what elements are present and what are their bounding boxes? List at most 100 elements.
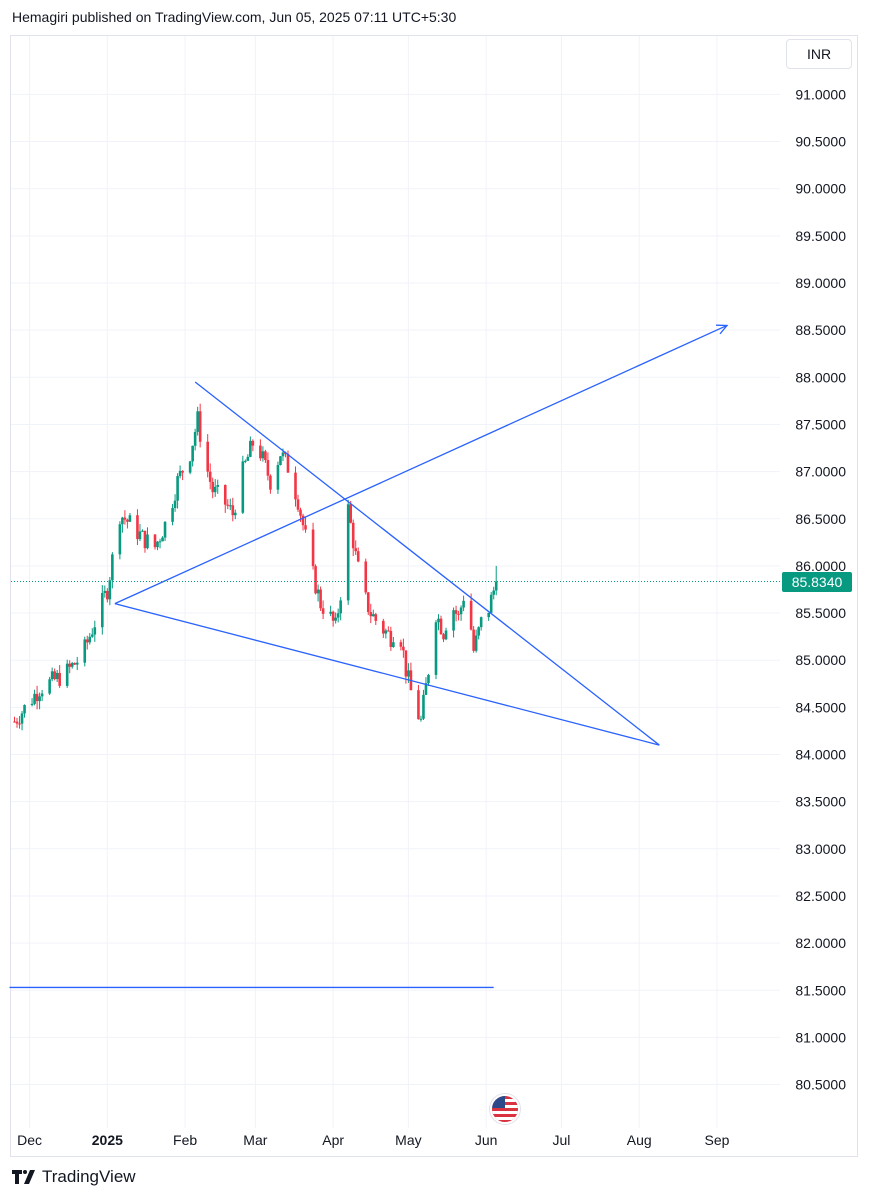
candle-body bbox=[178, 470, 182, 477]
y-tick-label: 80.5000 bbox=[795, 1077, 846, 1093]
candle-body bbox=[407, 670, 410, 677]
candle-body bbox=[176, 476, 179, 501]
candle-body bbox=[279, 456, 282, 465]
candle-body bbox=[208, 471, 212, 482]
candle-body bbox=[281, 452, 285, 457]
candle-body bbox=[244, 460, 247, 462]
chart-frame bbox=[10, 35, 858, 1157]
candle-body bbox=[35, 693, 39, 702]
candle-body bbox=[146, 534, 149, 549]
candle-body bbox=[354, 548, 358, 552]
candle-body bbox=[18, 723, 21, 725]
y-tick-label: 81.5000 bbox=[795, 982, 846, 998]
candle-body bbox=[211, 481, 215, 493]
candle-body bbox=[331, 611, 335, 621]
candle-body bbox=[462, 600, 465, 608]
candle-body bbox=[494, 581, 498, 591]
candle-body bbox=[143, 530, 147, 549]
candle-body bbox=[153, 534, 157, 548]
candle-body bbox=[228, 505, 232, 507]
candle-body bbox=[111, 554, 114, 581]
candle-body bbox=[321, 608, 325, 614]
candle-body bbox=[246, 456, 250, 461]
candle-body bbox=[216, 485, 220, 487]
candle-body bbox=[53, 671, 56, 680]
candle-body bbox=[384, 630, 388, 634]
candle-body bbox=[389, 630, 393, 647]
candle-body bbox=[106, 590, 109, 600]
candle-body bbox=[492, 590, 496, 595]
tradingview-logo-icon bbox=[12, 1170, 35, 1184]
candle-body bbox=[442, 634, 445, 640]
candle-body bbox=[101, 592, 104, 628]
candle-body bbox=[126, 519, 129, 522]
x-tick-label: Mar bbox=[243, 1132, 267, 1148]
candle-body bbox=[249, 440, 252, 457]
y-tick-label: 82.0000 bbox=[795, 935, 846, 951]
candle-body bbox=[294, 472, 297, 500]
candle-body bbox=[161, 537, 164, 542]
trendline bbox=[114, 602, 660, 746]
candle-body bbox=[75, 662, 79, 665]
candle-body bbox=[346, 504, 350, 601]
y-tick-label: 91.0000 bbox=[795, 86, 846, 102]
candle-body bbox=[334, 617, 337, 621]
candle-body bbox=[196, 411, 199, 432]
candles-group bbox=[13, 403, 498, 731]
candle-body bbox=[286, 453, 290, 473]
candle-body bbox=[311, 529, 315, 567]
candle-body bbox=[118, 524, 122, 555]
candle-body bbox=[83, 639, 87, 663]
candle-body bbox=[392, 642, 395, 647]
y-tick-label: 83.5000 bbox=[795, 794, 846, 810]
candle-body bbox=[93, 627, 97, 635]
currency-selector[interactable]: INR bbox=[786, 39, 852, 69]
candle-body bbox=[382, 620, 385, 634]
candle-body bbox=[424, 683, 428, 695]
publisher-caption: Hemagiri published on TradingView.com, J… bbox=[12, 9, 457, 25]
candle-body bbox=[444, 630, 448, 640]
candle-body bbox=[477, 627, 480, 636]
y-tick-label: 86.0000 bbox=[795, 558, 846, 574]
candle-body bbox=[454, 610, 458, 614]
candle-body bbox=[231, 505, 235, 516]
trendline-arrowhead bbox=[716, 324, 729, 335]
candle-body bbox=[402, 646, 405, 651]
candle-body bbox=[233, 512, 237, 516]
y-tick-label: 84.0000 bbox=[795, 747, 846, 763]
candle-body bbox=[173, 500, 177, 509]
candle-body bbox=[399, 642, 403, 647]
candle-body bbox=[261, 451, 265, 459]
x-tick-label: Feb bbox=[173, 1132, 197, 1148]
y-tick-label: 87.5000 bbox=[795, 416, 846, 432]
candle-body bbox=[88, 636, 92, 643]
tradingview-brand-text: TradingView bbox=[42, 1167, 136, 1186]
last-price-label: 85.8340 bbox=[782, 571, 852, 592]
us-flag-icon[interactable] bbox=[490, 1094, 520, 1124]
candle-body bbox=[136, 515, 139, 540]
y-tick-label: 85.0000 bbox=[795, 652, 846, 668]
candle-body bbox=[103, 590, 107, 593]
candle-body bbox=[417, 690, 420, 720]
candle-body bbox=[138, 531, 142, 540]
candle-body bbox=[316, 589, 320, 594]
candle-body bbox=[128, 515, 132, 522]
trendline bbox=[194, 381, 660, 746]
candle-body bbox=[356, 551, 360, 562]
candle-body bbox=[336, 613, 340, 618]
candle-body bbox=[351, 522, 355, 549]
candle-body bbox=[314, 566, 317, 594]
tradingview-branding[interactable]: TradingView bbox=[12, 1167, 136, 1187]
x-tick-label: May bbox=[395, 1132, 421, 1148]
candle-body bbox=[73, 663, 77, 665]
x-tick-label: Dec bbox=[17, 1132, 42, 1148]
y-tick-label: 81.0000 bbox=[795, 1029, 846, 1045]
candle-body bbox=[163, 521, 167, 538]
trendline bbox=[114, 324, 728, 605]
candle-body bbox=[296, 499, 300, 510]
candle-body bbox=[319, 589, 322, 609]
candle-body bbox=[23, 705, 26, 714]
y-tick-label: 85.5000 bbox=[795, 605, 846, 621]
y-tick-label: 88.0000 bbox=[795, 369, 846, 385]
